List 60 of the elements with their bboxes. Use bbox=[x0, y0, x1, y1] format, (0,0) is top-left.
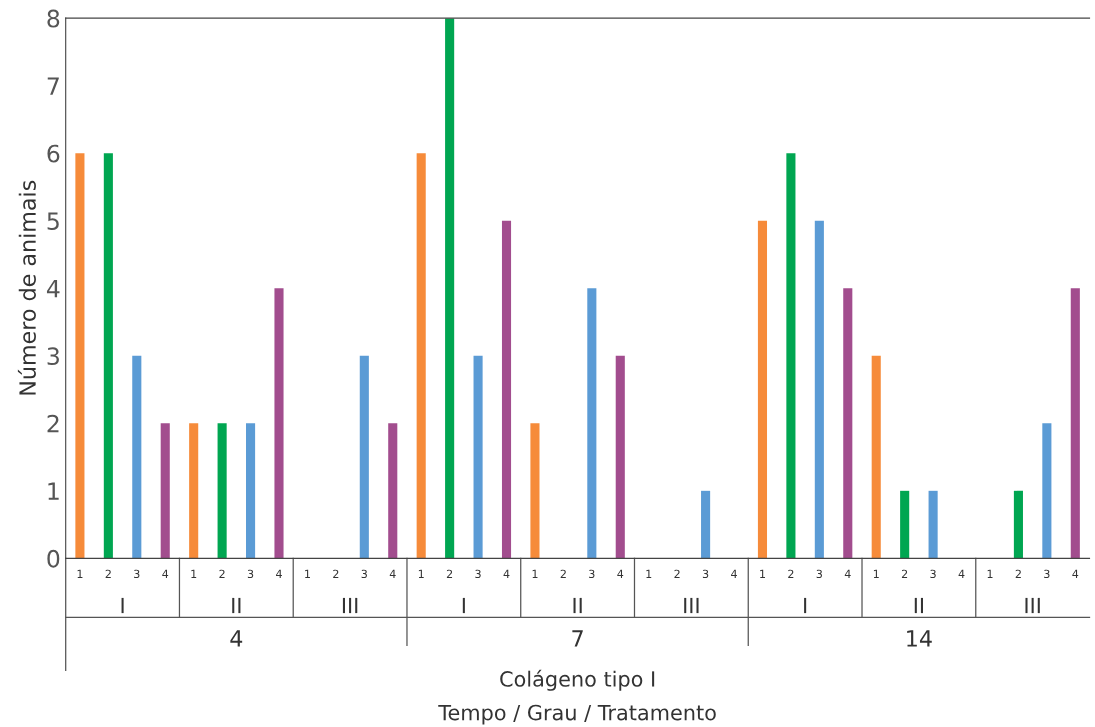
x-tick-label: 4 bbox=[731, 569, 737, 578]
x-tick-label: 1 bbox=[191, 569, 197, 578]
x-tick-label: 1 bbox=[873, 569, 879, 578]
text: I bbox=[121, 597, 124, 614]
x-tick-label: 4 bbox=[276, 569, 282, 578]
y-tick-label: 7 bbox=[47, 77, 59, 95]
x-tick-label: 3 bbox=[247, 569, 254, 579]
y-tick-label: 6 bbox=[47, 144, 60, 163]
x-tick-label: 3 bbox=[930, 569, 936, 579]
text: 14 bbox=[907, 630, 932, 647]
text: III bbox=[1025, 597, 1040, 614]
x-tick-label: 2 bbox=[333, 569, 339, 578]
x-tick-label: 1 bbox=[77, 569, 83, 578]
x-tick-label: 1 bbox=[418, 569, 424, 578]
x-tick-label: 4 bbox=[503, 569, 510, 578]
text: Tempo / Grau / Tratamento bbox=[438, 704, 716, 725]
x-tick-label: 1 bbox=[532, 569, 538, 578]
text: I bbox=[804, 597, 807, 614]
x-tick-label: 3 bbox=[702, 569, 709, 579]
y-tick-label: 8 bbox=[47, 9, 60, 28]
x-tick-label: 1 bbox=[987, 569, 993, 578]
text: Colágeno tipo I bbox=[500, 669, 655, 691]
x-tick-label: 2 bbox=[219, 569, 225, 578]
text: III bbox=[684, 597, 699, 614]
x-tick-label: 3 bbox=[475, 569, 481, 579]
text: I bbox=[462, 597, 465, 614]
y-tick-label: 3 bbox=[47, 347, 59, 366]
x-tick-label: 4 bbox=[162, 569, 169, 578]
x-tick-label: 1 bbox=[305, 569, 310, 578]
y-tick-label: 4 bbox=[46, 280, 60, 298]
y-tick-label: 2 bbox=[47, 414, 59, 433]
x-tick-label: 1 bbox=[646, 569, 652, 578]
x-tick-label: 4 bbox=[1072, 569, 1079, 578]
text: II bbox=[914, 597, 923, 614]
x-tick-label: 4 bbox=[844, 569, 851, 578]
x-tick-label: 3 bbox=[589, 569, 595, 579]
x-tick-label: 3 bbox=[134, 569, 140, 579]
x-tick-label: 2 bbox=[446, 569, 453, 578]
x-tick-label: 2 bbox=[674, 569, 680, 578]
x-tick-label: 4 bbox=[617, 569, 624, 578]
text: 7 bbox=[572, 630, 583, 647]
x-tick-label: 2 bbox=[1015, 569, 1021, 578]
x-tick-label: 3 bbox=[361, 569, 367, 579]
x-tick-label: 4 bbox=[389, 569, 396, 578]
y-axis-title: Número de animais bbox=[17, 180, 36, 395]
x-tick-label: 2 bbox=[901, 569, 908, 578]
text: 4 bbox=[230, 630, 243, 647]
text: II bbox=[232, 597, 241, 614]
y-tick-label: 1 bbox=[48, 482, 59, 500]
text: II bbox=[573, 597, 582, 614]
x-tick-label: 4 bbox=[958, 569, 965, 578]
text: III bbox=[342, 597, 358, 614]
x-tick-label: 3 bbox=[1044, 569, 1050, 579]
x-tick-label: 2 bbox=[105, 569, 111, 578]
y-tick-label: 5 bbox=[47, 212, 59, 231]
x-tick-label: 2 bbox=[560, 569, 566, 578]
x-tick-label: 1 bbox=[760, 569, 765, 578]
x-tick-label: 3 bbox=[816, 569, 822, 579]
y-tick-label: 0 bbox=[47, 549, 60, 568]
x-tick-label: 2 bbox=[788, 569, 794, 578]
